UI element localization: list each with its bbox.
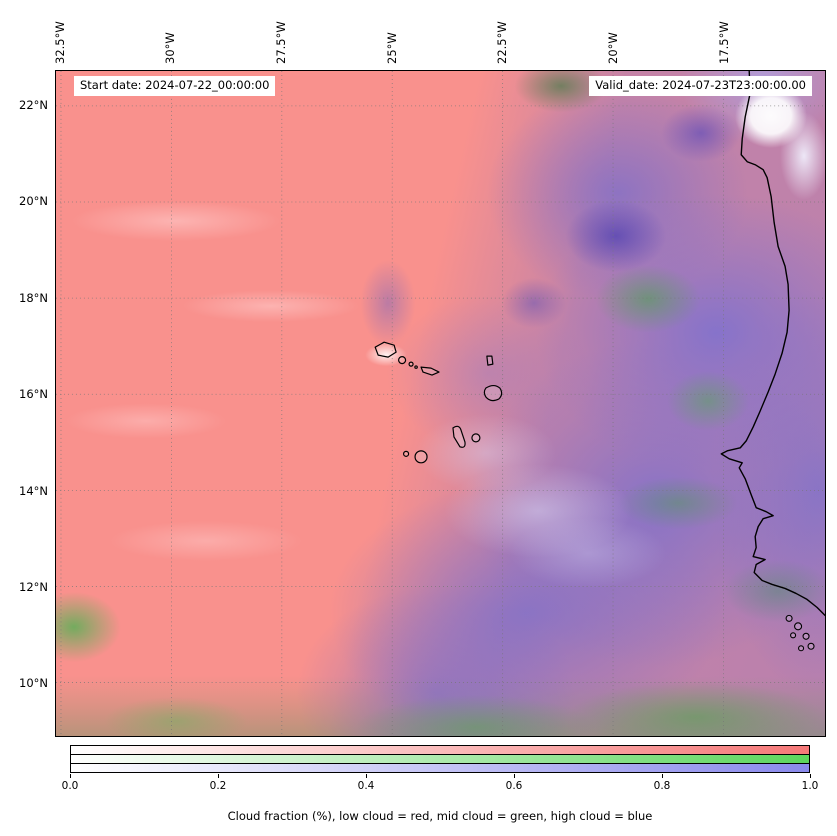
lat-tick-label: 18°N [19,290,48,305]
colorbar-tick [70,774,71,778]
island-boa-vista [483,384,503,402]
island-brava [402,450,410,457]
start-date-annotation: Start date: 2024-07-22_00:00:00 [74,76,276,96]
island-sao-nicolau [420,366,440,376]
lat-tick-label: 22°N [19,98,48,112]
map-plot-area: Start date: 2024-07-22_00:00:00 Valid_da… [55,70,826,737]
bijagos-islands [785,614,815,652]
lat-tick-label: 20°N [19,194,48,209]
island-santa-luzia [408,361,414,367]
colorbar-tick [662,774,663,778]
colorbar-tick [810,774,811,778]
valid-date-annotation: Valid_date: 2024-07-23T23:00:00.00 [589,76,812,96]
colorbar-tick-label: 0.6 [505,780,523,792]
colorbar-tick [514,774,515,778]
lon-tick-label: 25°W [384,32,399,64]
colorbar-high-cloud-band [70,763,810,773]
cape-verde-islands [374,341,503,464]
colorbar-caption: Cloud fraction (%), low cloud = red, mid… [227,809,653,823]
lat-tick-label: 12°N [19,580,48,594]
gridlines [56,71,825,736]
colorbar-tick-label: 0.0 [61,780,79,792]
colorbar-tick-label: 1.0 [801,780,819,792]
cloud-fraction-field [56,71,825,736]
island-sao-vicente [398,356,407,365]
lon-tick-label: 22.5°W [495,21,510,64]
colorbar [70,745,810,773]
map-overlay [56,71,825,736]
colorbar-tick-label: 0.4 [357,780,375,792]
lat-tick-label: 16°N [19,387,48,402]
colorbar-tick-label: 0.8 [653,780,671,792]
coastline-path [720,71,825,617]
lon-tick-label: 27.5°W [273,21,288,64]
island-branco [414,365,418,369]
island-fogo [414,450,428,464]
lon-tick-label: 30°W [163,32,178,64]
island-santiago [452,425,466,448]
colorbar-tick [218,774,219,778]
lon-tick-label: 20°W [606,32,620,64]
island-santo-antao [374,341,397,358]
lat-tick-label: 10°N [19,676,48,691]
colorbar-tick-label: 0.2 [209,780,227,792]
lat-tick-label: 14°N [19,483,48,498]
island-sal [486,355,494,366]
island-maio [471,433,481,443]
lon-tick-label: 32.5°W [52,21,67,64]
lon-tick-label: 17.5°W [716,21,731,64]
colorbar-tick [366,774,367,778]
